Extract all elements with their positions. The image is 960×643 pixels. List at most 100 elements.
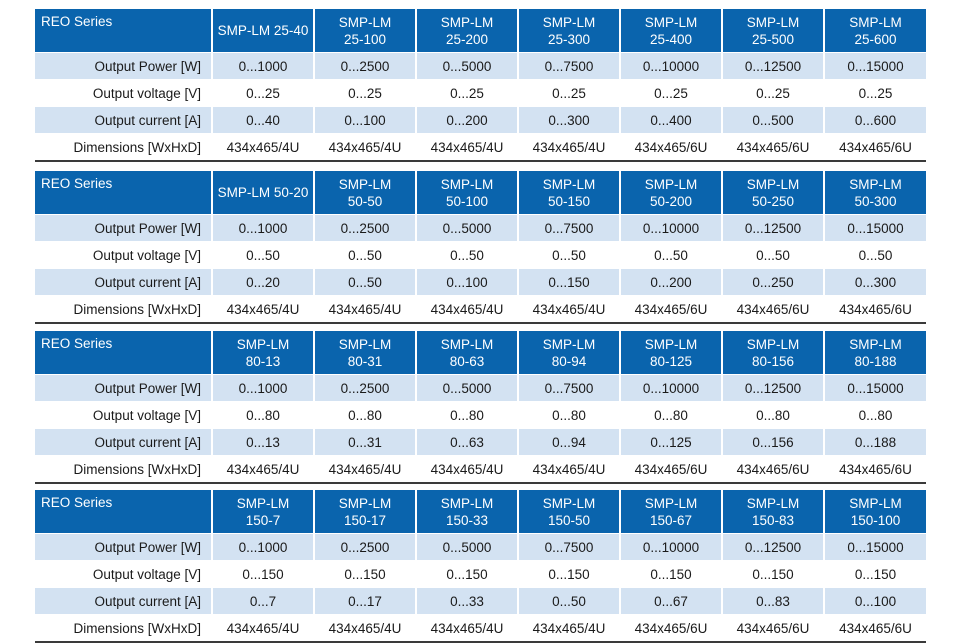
output-current-row: Output current [A] 0...40 0...100 0...20… bbox=[35, 106, 926, 134]
model-name-line2: 25-100 bbox=[343, 31, 387, 47]
table-cell: 434x465/4U bbox=[212, 614, 315, 643]
output-voltage-row: Output voltage [V] 0...50 0...50 0...50 … bbox=[35, 241, 926, 269]
table-cell: 0...150 bbox=[416, 560, 519, 588]
table-cell: 0...10000 bbox=[620, 52, 723, 80]
model-name-line1: SMP-LM bbox=[542, 14, 596, 30]
table-cell: 0...5000 bbox=[416, 214, 519, 242]
table-cell: 0...7500 bbox=[518, 374, 621, 402]
table-cell: 434x465/6U bbox=[722, 295, 825, 324]
output-power-row: Output Power [W] 0...1000 0...2500 0...5… bbox=[35, 52, 926, 80]
row-label: Output Power [W] bbox=[35, 52, 213, 80]
model-name-line1: SMP-LM bbox=[440, 495, 494, 511]
table-cell: 0...7500 bbox=[518, 533, 621, 561]
dimensions-row: Dimensions [WxHxD] 434x465/4U 434x465/4U… bbox=[35, 455, 926, 484]
model-name-line1: SMP-LM bbox=[849, 495, 902, 511]
model-header: SMP-LM 50-200 bbox=[620, 171, 723, 215]
row-label: Dimensions [WxHxD] bbox=[35, 455, 213, 484]
table-cell: 0...80 bbox=[722, 401, 825, 429]
dimensions-row: Dimensions [WxHxD] 434x465/4U 434x465/4U… bbox=[35, 133, 926, 162]
table-cell: 0...25 bbox=[620, 79, 723, 107]
model-name-line1: SMP-LM bbox=[440, 176, 494, 192]
table-cell: 0...150 bbox=[518, 268, 621, 296]
model-header: SMP-LM 80-13 bbox=[212, 331, 315, 375]
table-cell: 434x465/4U bbox=[416, 133, 519, 162]
model-name-line1: SMP-LM bbox=[746, 495, 800, 511]
table-cell: 434x465/4U bbox=[314, 614, 417, 643]
table-cell: 434x465/6U bbox=[620, 455, 723, 484]
table-header-row: REO Series SMP-LM 50-20 SMP-LM 50-50 SMP-… bbox=[35, 171, 926, 215]
model-header: SMP-LM 150-33 bbox=[416, 490, 519, 534]
row-label: Output voltage [V] bbox=[35, 79, 213, 107]
table-cell: 0...5000 bbox=[416, 52, 519, 80]
model-header: SMP-LM 150-100 bbox=[824, 490, 926, 534]
row-label: Output Power [W] bbox=[35, 533, 213, 561]
model-name-line2: 80-125 bbox=[649, 353, 693, 369]
table-cell: 434x465/6U bbox=[620, 133, 723, 162]
table-cell: 0...2500 bbox=[314, 533, 417, 561]
model-header: SMP-LM 80-125 bbox=[620, 331, 723, 375]
table-cell: 0...150 bbox=[722, 560, 825, 588]
model-header: SMP-LM 80-156 bbox=[722, 331, 825, 375]
dimensions-row: Dimensions [WxHxD] 434x465/4U 434x465/4U… bbox=[35, 614, 926, 643]
model-name-line1: SMP-LM bbox=[849, 336, 902, 352]
table-cell: 0...25 bbox=[824, 79, 926, 107]
table-cell: 0...80 bbox=[518, 401, 621, 429]
table-cell: 0...12500 bbox=[722, 374, 825, 402]
row-label: Output Power [W] bbox=[35, 374, 213, 402]
table-cell: 0...15000 bbox=[824, 214, 926, 242]
model-name-line1: SMP-LM bbox=[746, 336, 800, 352]
model-name-line1: SMP-LM bbox=[338, 336, 392, 352]
table-cell: 0...13 bbox=[212, 428, 315, 456]
table-cell: 0...150 bbox=[314, 560, 417, 588]
table-cell: 0...12500 bbox=[722, 52, 825, 80]
series-header: REO Series bbox=[35, 490, 213, 534]
model-name-line2: 50-150 bbox=[547, 193, 591, 209]
output-voltage-row: Output voltage [V] 0...80 0...80 0...80 … bbox=[35, 401, 926, 429]
table-cell: 434x465/4U bbox=[518, 295, 621, 324]
model-name-line1: SMP-LM bbox=[746, 176, 800, 192]
output-power-row: Output Power [W] 0...1000 0...2500 0...5… bbox=[35, 533, 926, 561]
model-name-line1: SMP-LM bbox=[542, 336, 596, 352]
model-name-line1: SMP-LM 50-20 bbox=[217, 185, 309, 200]
model-name-line1: SMP-LM bbox=[338, 495, 392, 511]
model-name-line1: SMP-LM bbox=[644, 495, 698, 511]
series-header: REO Series bbox=[35, 331, 213, 375]
model-header: SMP-LM 50-20 bbox=[212, 171, 315, 215]
model-name-line2: 80-31 bbox=[347, 353, 383, 369]
table-cell: 434x465/6U bbox=[824, 614, 926, 643]
output-current-row: Output current [A] 0...20 0...50 0...100… bbox=[35, 268, 926, 296]
model-header: SMP-LM 50-100 bbox=[416, 171, 519, 215]
model-name-line1: SMP-LM bbox=[746, 14, 800, 30]
table-cell: 0...25 bbox=[416, 79, 519, 107]
model-header: SMP-LM 150-67 bbox=[620, 490, 723, 534]
model-name-line1: SMP-LM bbox=[644, 176, 698, 192]
model-name-line2: 50-300 bbox=[854, 193, 897, 209]
model-name-line2: 150-33 bbox=[445, 512, 489, 528]
model-name-line2: 80-94 bbox=[551, 353, 587, 369]
table-cell: 0...300 bbox=[518, 106, 621, 134]
table-cell: 0...2500 bbox=[314, 214, 417, 242]
table-cell: 434x465/4U bbox=[212, 455, 315, 484]
model-header: SMP-LM 50-300 bbox=[824, 171, 926, 215]
table-cell: 0...15000 bbox=[824, 374, 926, 402]
output-voltage-row: Output voltage [V] 0...150 0...150 0...1… bbox=[35, 560, 926, 588]
model-name-line2: 50-50 bbox=[347, 193, 383, 209]
table-cell: 434x465/4U bbox=[212, 133, 315, 162]
table-cell: 434x465/6U bbox=[620, 614, 723, 643]
table-cell: 0...12500 bbox=[722, 533, 825, 561]
table-cell: 434x465/4U bbox=[416, 614, 519, 643]
row-label: Output current [A] bbox=[35, 268, 213, 296]
table-cell: 0...15000 bbox=[824, 52, 926, 80]
table-cell: 0...5000 bbox=[416, 533, 519, 561]
model-name-line1: SMP-LM bbox=[542, 176, 596, 192]
model-name-line1: SMP-LM bbox=[236, 336, 290, 352]
table-cell: 434x465/6U bbox=[722, 614, 825, 643]
table-cell: 0...400 bbox=[620, 106, 723, 134]
table-cell: 0...17 bbox=[314, 587, 417, 615]
row-label: Output current [A] bbox=[35, 587, 213, 615]
table-cell: 0...1000 bbox=[212, 214, 315, 242]
table-cell: 0...7 bbox=[212, 587, 315, 615]
model-name-line1: SMP-LM bbox=[542, 495, 596, 511]
model-header: SMP-LM 25-400 bbox=[620, 9, 723, 53]
model-name-line2: 25-500 bbox=[751, 31, 795, 47]
